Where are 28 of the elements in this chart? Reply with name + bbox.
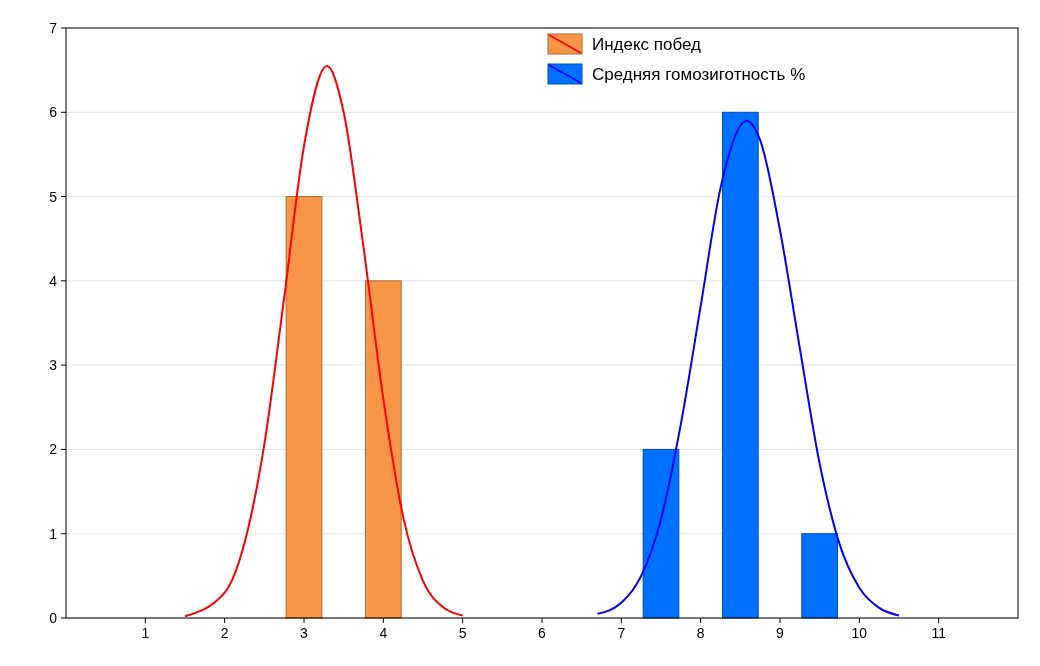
bar (364, 280, 402, 619)
x-tick-label: 7 (617, 625, 626, 641)
y-tick-label: 4 (49, 272, 58, 289)
y-tick-label: 1 (49, 525, 58, 542)
x-tick-label: 11 (931, 625, 947, 641)
y-tick-label: 3 (49, 357, 58, 374)
x-tick-label: 4 (379, 625, 388, 641)
y-tick-label: 7 (49, 20, 58, 36)
x-tick-label: 8 (696, 625, 705, 641)
x-tick-label: 10 (851, 625, 868, 641)
y-tick-label: 5 (49, 188, 58, 205)
line-series (596, 119, 900, 617)
y-tick-label: 0 (49, 610, 58, 626)
legend-label: Средняя гомозиготность % (592, 65, 806, 84)
x-tick-label: 9 (776, 625, 785, 641)
x-tick-label: 5 (458, 625, 467, 641)
x-tick-label: 1 (141, 625, 150, 641)
y-tick-label: 6 (49, 104, 58, 121)
x-tick-label: 3 (300, 625, 309, 641)
line-series (184, 64, 464, 618)
x-tick-label: 2 (220, 625, 229, 641)
bar (721, 111, 759, 619)
x-tick-label: 6 (538, 625, 547, 641)
bar (801, 533, 839, 619)
y-tick-label: 2 (49, 441, 58, 458)
bar (285, 196, 323, 619)
bar (642, 448, 680, 619)
legend-label: Индекс побед (592, 35, 702, 54)
